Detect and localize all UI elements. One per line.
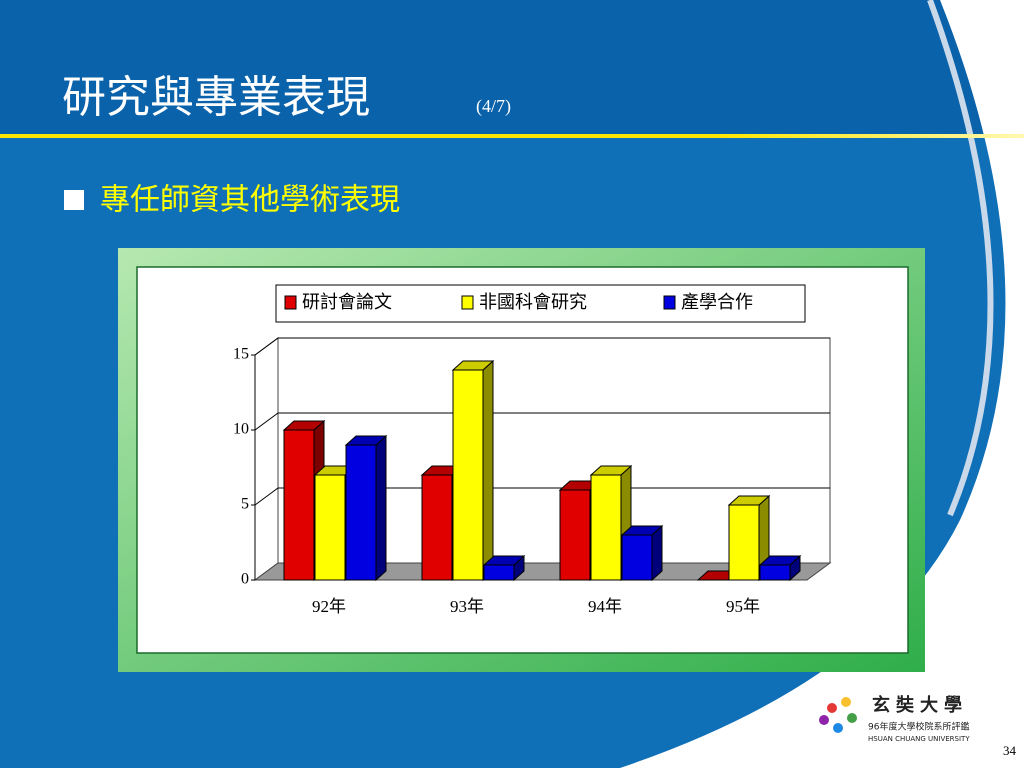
title: 研究與專業表現: [62, 72, 370, 123]
bar-front: [759, 564, 791, 581]
x-tick-label: 95年: [726, 597, 760, 616]
y-tick-label: 10: [233, 421, 249, 438]
bar: [344, 434, 388, 582]
bullet-text: 專任師資其他學術表現: [100, 183, 400, 218]
x-tick-label: 94年: [588, 597, 622, 616]
legend-swatch: [284, 295, 297, 310]
logo-sub: 96年度大學校院系所評鑑: [868, 721, 969, 733]
title-rule: [0, 134, 1024, 138]
legend-label: 研討會論文: [302, 292, 392, 312]
logo-dot: [833, 723, 843, 733]
swoosh-edge: [927, 0, 994, 517]
logo-dot: [847, 713, 857, 723]
bar-side: [482, 359, 494, 582]
grid-line: [254, 337, 830, 356]
bar-front: [314, 474, 346, 581]
bar-front: [559, 489, 591, 581]
logo: 玄奘大學 96年度大學校院系所評鑑 HSUAN CHUANG UNIVERSIT…: [819, 694, 970, 743]
bar-front: [621, 534, 653, 581]
title-suffix: (4/7): [476, 96, 511, 117]
bar-front: [421, 474, 453, 581]
y-tick-label: 0: [241, 571, 249, 588]
bar-front: [483, 564, 515, 581]
logo-en: HSUAN CHUANG UNIVERSITY: [868, 735, 970, 743]
bar-front: [452, 369, 484, 581]
back-wall: [254, 337, 279, 581]
logo-dot: [827, 703, 837, 713]
legend-swatch: [663, 295, 676, 310]
bar-front: [283, 429, 315, 581]
bar-front: [345, 444, 377, 581]
x-tick-label: 93年: [450, 597, 484, 616]
legend-label: 非國科會研究: [479, 292, 587, 312]
y-tick-label: 15: [233, 346, 249, 363]
bullet-marker: [64, 190, 84, 210]
page-number: 34: [1003, 743, 1017, 758]
x-tick-label: 92年: [312, 597, 346, 616]
grid-line: [254, 487, 830, 506]
legend-label: 產學合作: [681, 292, 753, 312]
y-tick-label: 5: [241, 496, 249, 513]
legend: [275, 284, 806, 323]
logo-name: 玄奘大學: [872, 694, 968, 716]
header-band: [0, 0, 1024, 135]
bar: [451, 359, 495, 582]
swoosh: [620, 0, 1024, 768]
logo-dot: [841, 697, 851, 707]
bar: [620, 524, 664, 582]
bar: [482, 554, 526, 582]
bar-side: [375, 434, 387, 582]
bar-front: [728, 504, 760, 581]
legend-swatch: [461, 295, 474, 310]
bar: [758, 554, 802, 582]
grid-line: [254, 412, 830, 431]
bar-front: [590, 474, 622, 581]
logo-dot: [819, 715, 829, 725]
